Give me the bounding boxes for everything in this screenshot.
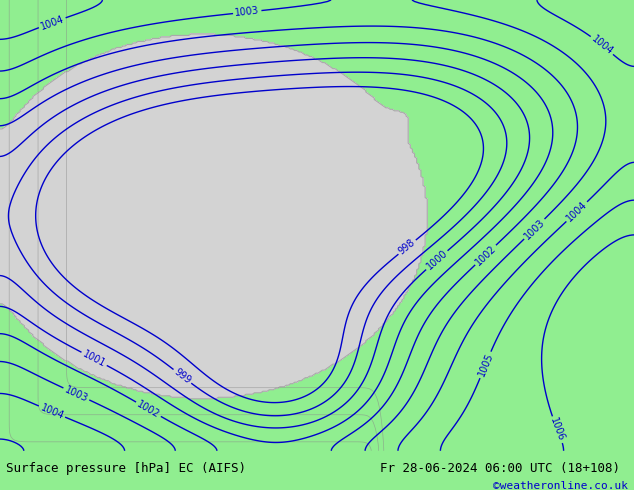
Text: 1003: 1003 — [63, 384, 89, 404]
Text: 1005: 1005 — [476, 351, 495, 378]
Text: 1004: 1004 — [39, 14, 65, 31]
Text: 1004: 1004 — [564, 199, 589, 224]
Text: 1001: 1001 — [81, 349, 107, 369]
Text: 1000: 1000 — [424, 248, 450, 272]
Text: 999: 999 — [172, 367, 193, 386]
Text: 1006: 1006 — [548, 416, 566, 443]
Text: 1002: 1002 — [473, 243, 498, 267]
Text: 1003: 1003 — [522, 217, 547, 241]
Text: 998: 998 — [397, 238, 417, 257]
Text: Fr 28-06-2024 06:00 UTC (18+108): Fr 28-06-2024 06:00 UTC (18+108) — [380, 462, 621, 475]
Text: Surface pressure [hPa] EC (AIFS): Surface pressure [hPa] EC (AIFS) — [6, 462, 247, 475]
Text: 1003: 1003 — [235, 6, 260, 18]
Text: ©weatheronline.co.uk: ©weatheronline.co.uk — [493, 481, 628, 490]
Text: 1002: 1002 — [135, 399, 162, 420]
Text: 1004: 1004 — [590, 34, 615, 57]
Text: 1004: 1004 — [39, 402, 65, 421]
